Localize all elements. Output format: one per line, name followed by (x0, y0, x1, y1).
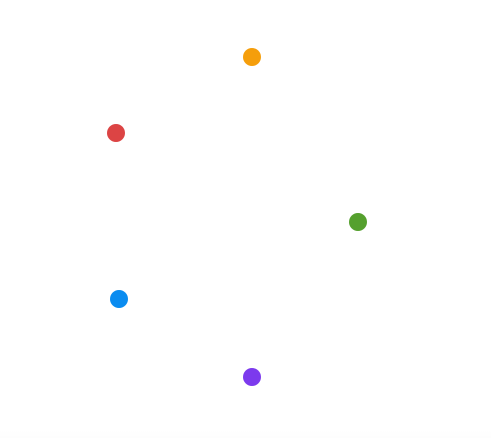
green-dot[interactable] (349, 213, 367, 231)
orange-dot[interactable] (243, 48, 261, 66)
red-dot[interactable] (107, 124, 125, 142)
bottom-edge (0, 430, 491, 438)
blue-dot[interactable] (110, 290, 128, 308)
purple-dot[interactable] (243, 368, 261, 386)
